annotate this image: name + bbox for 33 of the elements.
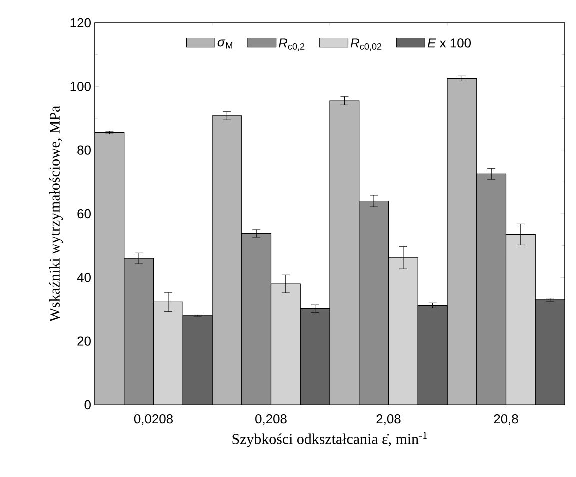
legend-label: E x 100 bbox=[428, 38, 472, 48]
bar bbox=[95, 132, 124, 405]
bar bbox=[271, 284, 301, 405]
y-tick-label: 100 bbox=[70, 82, 91, 92]
legend-label: R$_{c0,2}$ bbox=[279, 38, 305, 51]
bar bbox=[476, 174, 507, 405]
y-tick-label: 120 bbox=[70, 18, 91, 28]
bar bbox=[506, 234, 536, 405]
y-tick-label: 60 bbox=[78, 209, 91, 219]
bar bbox=[242, 234, 272, 405]
y-tick-label: 40 bbox=[77, 273, 91, 282]
y-tick-label: 20 bbox=[78, 336, 91, 346]
bar bbox=[359, 201, 389, 405]
x-tick-label: 20,8 bbox=[494, 414, 518, 426]
bar bbox=[418, 306, 448, 405]
x-tick-label: 0,0208 bbox=[134, 414, 173, 426]
y-tick-label: 0 bbox=[84, 400, 91, 410]
bar bbox=[447, 78, 478, 405]
bar bbox=[300, 308, 330, 405]
legend-label: R$_{c0,02}$ bbox=[350, 38, 382, 51]
y-tick-label: 80 bbox=[78, 146, 91, 155]
bar bbox=[124, 258, 154, 405]
x-tick-label: 0,208 bbox=[256, 414, 287, 426]
bar bbox=[535, 300, 566, 405]
bar bbox=[330, 100, 360, 405]
legend-label: σ$_{M}$ bbox=[218, 40, 232, 49]
x-axis-title: Szybkości odkształcania ε̇, min$^{-1}$ bbox=[232, 432, 428, 448]
x-tick-label: 2,08 bbox=[376, 414, 401, 426]
bar bbox=[212, 116, 242, 405]
bar bbox=[154, 302, 184, 405]
bar bbox=[183, 316, 212, 405]
y-axis-title: Wskaźniki wytrzymałościowe, MPa bbox=[49, 106, 64, 322]
bar bbox=[388, 258, 418, 405]
